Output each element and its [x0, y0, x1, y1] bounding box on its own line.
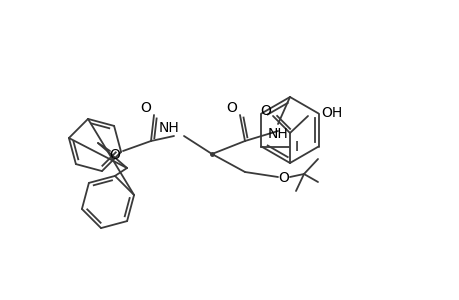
Text: O: O [109, 148, 120, 162]
Text: O: O [260, 104, 271, 118]
Text: O: O [278, 171, 289, 185]
Text: NH: NH [158, 121, 179, 135]
Text: NH: NH [267, 127, 288, 141]
Text: O: O [140, 101, 151, 115]
Text: O: O [226, 101, 237, 115]
Text: I: I [294, 140, 298, 154]
Text: OH: OH [320, 106, 341, 120]
